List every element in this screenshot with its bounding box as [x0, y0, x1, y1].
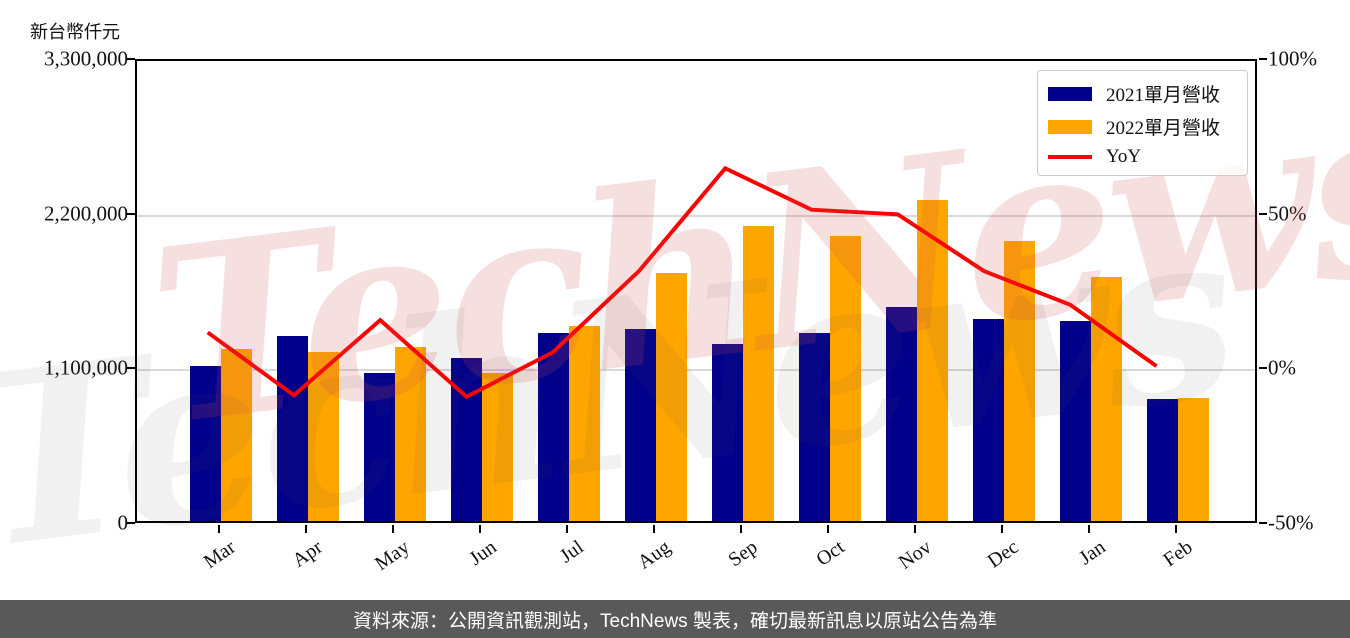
left-tick-label-2200000: 2,200,000 — [44, 201, 128, 226]
x-tick-Oct — [827, 525, 829, 533]
legend-label-2: YoY — [1106, 146, 1142, 167]
legend: 2021單月營收 2022單月營收 YoY — [1037, 70, 1248, 176]
bar-2021單月營收-Oct — [799, 333, 830, 521]
bar-2021單月營收-Dec — [973, 318, 1004, 521]
left-tick-label-0: 0 — [117, 510, 129, 535]
bar-2021單月營收-Aug — [625, 329, 656, 521]
right-tick-label-0: 0% — [1268, 355, 1296, 380]
source-footer: 資料來源：公開資訊觀測站，TechNews 製表，確切最新訊息以原站公告為準 — [0, 600, 1350, 638]
y-axis-unit-label: 新台幣仟元 — [30, 22, 120, 42]
left-tick-3300000 — [127, 58, 135, 60]
x-tick-label-Mar: Mar — [199, 536, 240, 574]
bar-2022單月營收-Dec — [1004, 241, 1035, 521]
bar-2022單月營收-Jul — [569, 326, 600, 521]
x-tick-Sep — [740, 525, 742, 533]
left-tick-1100000 — [127, 367, 135, 370]
bar-2021單月營收-Nov — [886, 306, 917, 521]
bar-2021單月營收-Mar — [190, 366, 221, 521]
legend-swatch-0 — [1048, 86, 1092, 101]
bar-2021單月營收-Jan — [1060, 321, 1091, 521]
x-tick-label-Nov: Nov — [894, 536, 936, 574]
x-tick-label-Aug: Aug — [633, 536, 675, 574]
x-tick-May — [392, 525, 394, 533]
bar-2021單月營收-May — [364, 372, 395, 521]
x-tick-label-May: May — [370, 536, 414, 576]
left-tick-0 — [127, 522, 135, 524]
x-tick-Nov — [914, 525, 916, 533]
bar-2021單月營收-Jun — [451, 357, 482, 521]
x-tick-label-Feb: Feb — [1159, 536, 1197, 572]
bar-2022單月營收-Oct — [830, 235, 861, 521]
legend-row-2: YoY — [1048, 146, 1235, 168]
right-tick-50 — [1259, 212, 1267, 215]
bar-2021單月營收-Sep — [712, 343, 743, 521]
right-tick-0 — [1259, 367, 1267, 370]
x-tick-Feb — [1175, 525, 1177, 533]
x-tick-label-Jun: Jun — [465, 536, 501, 570]
x-tick-Jun — [479, 525, 481, 533]
bar-2022單月營收-Sep — [743, 225, 774, 521]
x-tick-label-Jul: Jul — [555, 536, 588, 568]
bar-2022單月營收-Aug — [656, 272, 687, 521]
legend-swatch-1 — [1048, 119, 1092, 134]
legend-row-0: 2021單月營收 — [1048, 80, 1235, 107]
legend-swatch-2 — [1048, 155, 1092, 159]
bar-2022單月營收-Apr — [308, 352, 339, 521]
right-tick--50 — [1259, 522, 1267, 524]
x-tick-Jan — [1088, 525, 1090, 533]
left-tick-2200000 — [127, 212, 135, 215]
bar-2021單月營收-Apr — [277, 336, 308, 521]
right-tick-100 — [1259, 58, 1267, 60]
legend-row-1: 2022單月營收 — [1048, 113, 1235, 140]
bar-2022單月營收-Mar — [221, 348, 252, 521]
x-tick-Jul — [566, 525, 568, 533]
bar-2022單月營收-Feb — [1178, 397, 1209, 521]
bar-2021單月營收-Feb — [1147, 399, 1178, 521]
right-tick-label-100: 100% — [1268, 46, 1317, 71]
right-tick-label-50: 50% — [1268, 201, 1307, 226]
x-tick-label-Jan: Jan — [1075, 536, 1110, 570]
x-tick-Apr — [305, 525, 307, 533]
x-tick-label-Dec: Dec — [983, 536, 1023, 573]
bar-2022單月營收-Jun — [482, 373, 513, 521]
x-tick-label-Oct: Oct — [812, 536, 849, 571]
bar-2021單月營收-Jul — [538, 333, 569, 521]
left-tick-label-1100000: 1,100,000 — [44, 355, 128, 380]
x-tick-label-Apr: Apr — [288, 536, 327, 572]
bar-2022單月營收-May — [395, 347, 426, 521]
bar-2022單月營收-Jan — [1091, 277, 1122, 521]
source-text: 資料來源：公開資訊觀測站，TechNews 製表，確切最新訊息以原站公告為準 — [353, 610, 997, 632]
right-tick-label--50: -50% — [1268, 510, 1314, 535]
x-tick-Mar — [218, 525, 220, 533]
legend-label-1: 2022單月營收 — [1106, 118, 1221, 139]
bar-2022單月營收-Nov — [917, 199, 948, 521]
x-tick-Dec — [1001, 525, 1003, 533]
legend-label-0: 2021單月營收 — [1106, 85, 1221, 106]
left-tick-label-3300000: 3,300,000 — [44, 46, 128, 71]
x-tick-Aug — [653, 525, 655, 533]
x-tick-label-Sep: Sep — [724, 536, 762, 572]
